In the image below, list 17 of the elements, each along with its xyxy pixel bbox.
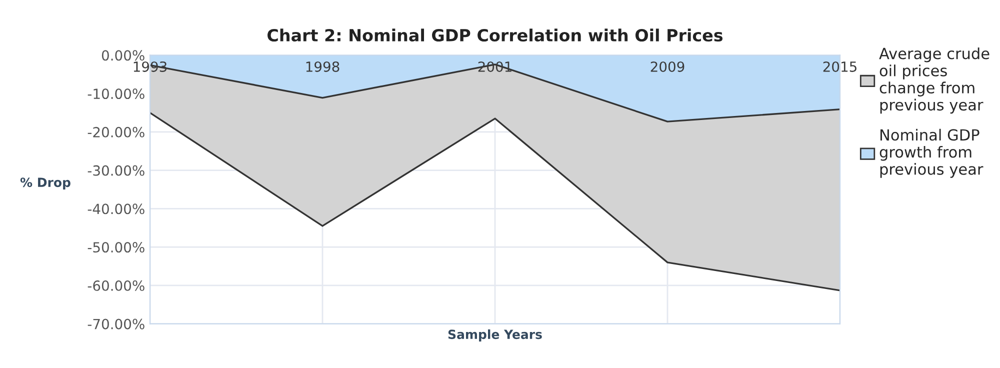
chart-title: Chart 2: Nominal GDP Correlation with Oil Prices xyxy=(268,28,723,42)
x-tick-label: 2015 xyxy=(823,61,856,72)
y-tick-label: -20.00% xyxy=(88,126,144,138)
y-tick-label: -50.00% xyxy=(88,242,144,253)
y-axis-title: % Drop xyxy=(20,178,70,190)
x-tick-label: 1993 xyxy=(134,61,167,72)
x-tick-label: 2009 xyxy=(650,61,684,72)
x-tick-label: 1998 xyxy=(306,61,340,72)
x-axis-title: Sample Years xyxy=(448,329,542,342)
y-tick-label: -60.00% xyxy=(88,280,144,291)
legend-label: Average crude oil prices change from previous year xyxy=(879,47,990,114)
y-tick-label: -40.00% xyxy=(88,204,144,214)
y-tick-label: -30.00% xyxy=(88,165,144,176)
y-tick-label: -10.00% xyxy=(88,88,144,100)
y-tick-label: -70.00% xyxy=(88,318,144,330)
legend-label: Nominal GDP growth from previous year xyxy=(880,128,984,178)
y-tick-label: 0.00% xyxy=(102,50,144,61)
